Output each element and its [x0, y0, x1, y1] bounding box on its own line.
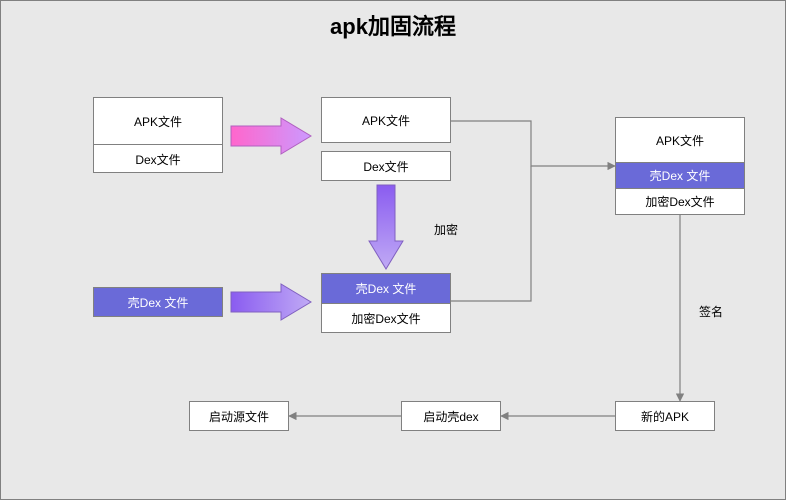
node-packed-encrypted-dex: 加密Dex文件 [616, 188, 744, 214]
node-combined-encrypted-dex: 加密Dex文件 [322, 303, 450, 332]
arrow-encrypt-icon [369, 185, 403, 269]
node-split-dex-label: Dex文件 [322, 152, 450, 180]
node-new-apk-label: 新的APK [616, 402, 714, 430]
node-combined-dex: 壳Dex 文件 加密Dex文件 [321, 273, 451, 333]
edge-label-sign: 签名 [691, 301, 731, 321]
node-packed-shell-dex: 壳Dex 文件 [616, 162, 744, 188]
node-original-apk-top: APK文件 [94, 98, 222, 144]
flowchart-canvas: apk加固流程 APK文件 Dex文件 APK文件 Dex文件 壳Dex 文件 … [0, 0, 786, 500]
node-packed-apk: APK文件 壳Dex 文件 加密Dex文件 [615, 117, 745, 215]
node-split-apk-label: APK文件 [322, 98, 450, 142]
node-original-apk-bottom: Dex文件 [94, 144, 222, 173]
diagram-title: apk加固流程 [1, 9, 785, 41]
arrow-shell-merge-icon [231, 284, 311, 320]
edge-apk-to-packed [451, 121, 615, 166]
node-packed-apk-top: APK文件 [616, 118, 744, 162]
node-original-apk: APK文件 Dex文件 [93, 97, 223, 173]
node-launch-shell-label: 启动壳dex [402, 402, 500, 430]
arrow-extract-icon [231, 118, 311, 154]
node-split-apk: APK文件 [321, 97, 451, 143]
edge-label-encrypt: 加密 [426, 219, 466, 239]
node-launch-source-label: 启动源文件 [190, 402, 288, 430]
node-shell-dex-source-label: 壳Dex 文件 [94, 288, 222, 316]
node-new-apk: 新的APK [615, 401, 715, 431]
node-combined-shell-dex: 壳Dex 文件 [322, 274, 450, 303]
node-shell-dex-source: 壳Dex 文件 [93, 287, 223, 317]
node-split-dex: Dex文件 [321, 151, 451, 181]
node-launch-shell: 启动壳dex [401, 401, 501, 431]
node-launch-source: 启动源文件 [189, 401, 289, 431]
